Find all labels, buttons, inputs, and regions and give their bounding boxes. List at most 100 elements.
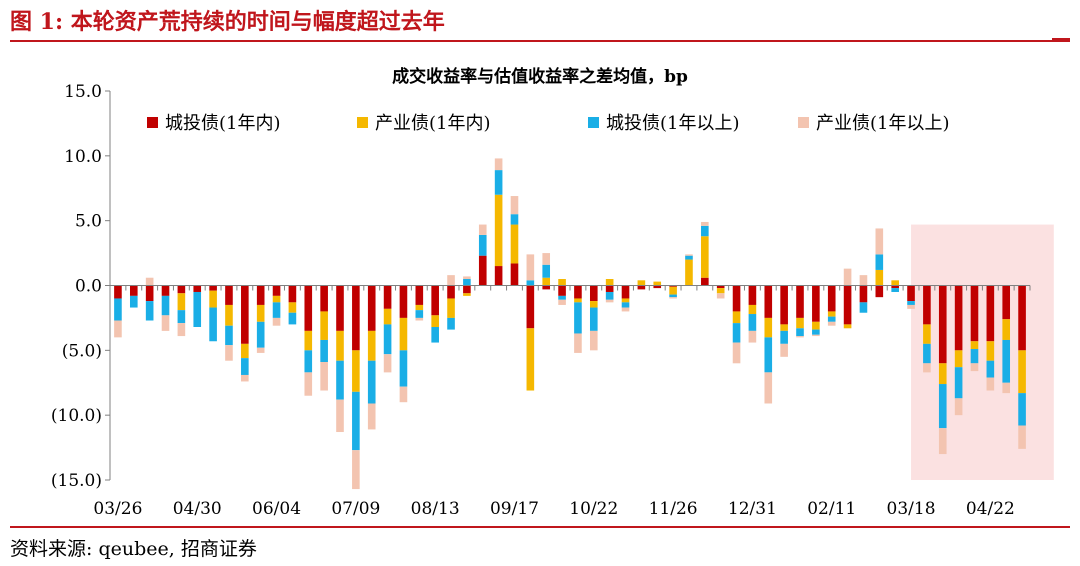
bar-segment xyxy=(780,343,788,357)
bar-segment xyxy=(827,321,836,326)
bar-segment xyxy=(209,307,217,342)
bar-segment xyxy=(383,285,392,309)
bar-segment xyxy=(320,285,328,312)
bar-segment xyxy=(796,328,804,337)
legend-swatch xyxy=(798,117,809,128)
bar-segment xyxy=(621,285,630,299)
bar-segment xyxy=(177,310,186,324)
bar-segment xyxy=(812,334,820,337)
bar-segment xyxy=(891,285,899,289)
bar-segment xyxy=(907,304,915,309)
x-tick-label: 08/13 xyxy=(411,499,460,519)
bar-segment xyxy=(986,360,995,378)
bar-segment xyxy=(843,285,852,325)
bar-segment xyxy=(304,330,313,351)
bar-segment xyxy=(304,285,313,331)
bar-segment xyxy=(938,428,947,455)
bar-segment xyxy=(1002,339,1011,383)
bar-segment xyxy=(494,158,503,171)
bar-segment xyxy=(526,280,535,286)
bar-segment xyxy=(923,343,931,364)
bar-segment xyxy=(114,320,122,338)
bar-segment xyxy=(272,295,281,303)
bar-segment xyxy=(352,285,360,351)
bar-segment xyxy=(256,304,265,322)
bar-segment xyxy=(558,279,566,286)
bar-segment xyxy=(685,254,693,256)
bar-segment xyxy=(764,372,773,404)
bar-segment xyxy=(415,304,424,311)
y-axis: 15.0 10.0 5.0 0.0 (5.0) (10.0) (15.0) xyxy=(51,82,111,491)
bar-segment xyxy=(812,285,820,322)
bar-segment xyxy=(320,311,328,340)
x-axis: 03/26 04/30 06/04 07/09 08/13 09/17 10/22 11/26… xyxy=(93,285,1031,519)
bar-segment xyxy=(954,367,963,399)
bar-segment xyxy=(954,285,963,351)
source-rule xyxy=(10,526,1070,528)
bar-segment xyxy=(1018,425,1026,449)
legend-label: 产业债(1年以上) xyxy=(816,113,950,134)
bar-segment xyxy=(256,321,265,348)
bar-segment xyxy=(653,281,662,286)
bar-segment xyxy=(399,317,408,351)
bar-segment xyxy=(415,310,424,318)
bar-segment xyxy=(526,328,535,391)
bar-segment xyxy=(256,347,265,353)
x-tick-label: 12/31 xyxy=(728,499,777,519)
bar-segment xyxy=(367,403,376,430)
bar-segment xyxy=(1018,350,1026,394)
bar-segment xyxy=(304,350,313,373)
bar-segment xyxy=(161,285,170,296)
bar-segment xyxy=(764,317,773,338)
bar-segment xyxy=(764,337,773,373)
legend-label: 产业债(1年内) xyxy=(375,113,491,134)
bar-segment xyxy=(716,285,725,289)
bar-segment xyxy=(320,339,328,363)
bar-segment xyxy=(954,398,963,416)
bar-segment xyxy=(859,275,868,286)
y-tick-label: 15.0 xyxy=(64,82,102,102)
bar-segment xyxy=(605,279,614,286)
bar-segment xyxy=(225,304,233,326)
bar-segment xyxy=(589,301,598,308)
bar-segment xyxy=(605,285,614,292)
bar-segment xyxy=(367,330,376,361)
bar-segment xyxy=(399,285,408,318)
bar-segment xyxy=(796,285,804,318)
bar-segment xyxy=(732,342,741,364)
legend-swatch xyxy=(147,117,158,128)
x-tick-label: 10/22 xyxy=(569,499,618,519)
bar-segment xyxy=(478,255,487,286)
bar-segment xyxy=(1002,382,1011,394)
bar-segment xyxy=(478,224,487,235)
bars xyxy=(114,158,1026,490)
bar-segment xyxy=(970,285,979,342)
bar-segment xyxy=(653,285,662,289)
bar-segment xyxy=(621,298,630,303)
y-tick-label: (5.0) xyxy=(62,341,102,361)
bar-segment xyxy=(241,285,249,344)
bar-segment xyxy=(907,285,915,302)
bar-segment xyxy=(352,391,360,451)
bar-segment xyxy=(843,268,852,286)
bar-segment xyxy=(574,333,582,353)
bar-segment xyxy=(114,285,122,299)
bar-segment xyxy=(986,341,995,361)
bar-segment xyxy=(621,302,630,308)
bar-segment xyxy=(494,266,503,286)
bar-segment xyxy=(463,276,471,280)
bar-segment xyxy=(367,360,376,404)
bar-segment xyxy=(272,317,281,326)
title-rule-accent xyxy=(1052,38,1070,42)
bar-segment xyxy=(542,264,551,278)
bar-segment xyxy=(748,285,757,305)
bar-segment xyxy=(1002,285,1011,320)
y-tick-label: (15.0) xyxy=(51,471,102,491)
bar-segment xyxy=(352,450,360,490)
bar-segment xyxy=(447,275,455,286)
bar-segment xyxy=(288,285,297,303)
bar-segment xyxy=(494,170,503,195)
chart-title: 成交收益率与估值收益率之差均值，bp xyxy=(392,66,688,87)
bar-segment xyxy=(748,314,757,331)
x-tick-label: 03/18 xyxy=(887,499,936,519)
